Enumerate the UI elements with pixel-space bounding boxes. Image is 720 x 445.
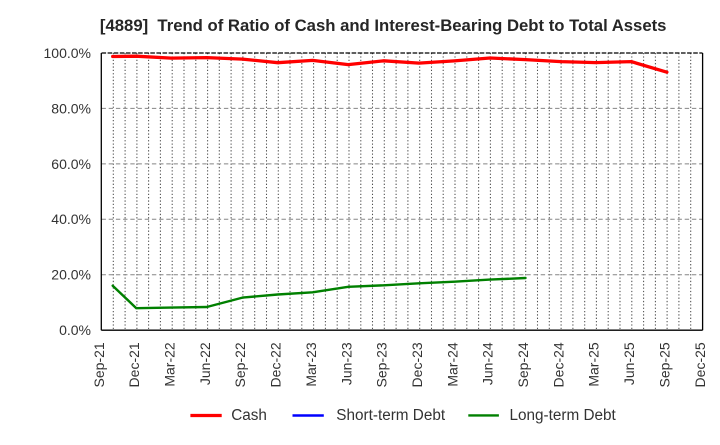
svg-text:20.0%: 20.0% xyxy=(51,267,91,283)
svg-text:Dec-21: Dec-21 xyxy=(126,342,142,387)
svg-text:Jun-24: Jun-24 xyxy=(480,342,496,385)
svg-text:Sep-23: Sep-23 xyxy=(374,342,390,387)
svg-text:Jun-25: Jun-25 xyxy=(621,342,637,385)
svg-text:Mar-24: Mar-24 xyxy=(444,342,460,387)
svg-text:[4889] Trend of Ratio of Cash: [4889] Trend of Ratio of Cash and Intere… xyxy=(100,16,667,35)
svg-text:Jun-23: Jun-23 xyxy=(338,342,354,385)
svg-text:Long-term Debt: Long-term Debt xyxy=(510,407,617,424)
svg-text:40.0%: 40.0% xyxy=(51,211,91,227)
svg-text:Sep-24: Sep-24 xyxy=(515,342,531,387)
svg-text:0.0%: 0.0% xyxy=(59,322,91,338)
svg-text:Sep-25: Sep-25 xyxy=(656,342,672,387)
svg-text:Mar-22: Mar-22 xyxy=(162,342,178,387)
svg-text:60.0%: 60.0% xyxy=(51,156,91,172)
svg-text:100.0%: 100.0% xyxy=(44,45,91,61)
svg-text:Dec-25: Dec-25 xyxy=(692,342,708,387)
svg-text:Sep-22: Sep-22 xyxy=(232,342,248,387)
svg-text:Cash: Cash xyxy=(231,407,267,424)
svg-text:Short-term Debt: Short-term Debt xyxy=(336,407,446,424)
svg-text:Mar-25: Mar-25 xyxy=(586,342,602,387)
svg-text:Dec-22: Dec-22 xyxy=(268,342,284,387)
svg-text:80.0%: 80.0% xyxy=(51,100,91,116)
svg-text:Sep-21: Sep-21 xyxy=(91,342,107,387)
svg-text:Jun-22: Jun-22 xyxy=(197,342,213,385)
svg-text:Dec-24: Dec-24 xyxy=(550,342,566,387)
svg-text:Mar-23: Mar-23 xyxy=(303,342,319,387)
svg-text:Dec-23: Dec-23 xyxy=(409,342,425,387)
